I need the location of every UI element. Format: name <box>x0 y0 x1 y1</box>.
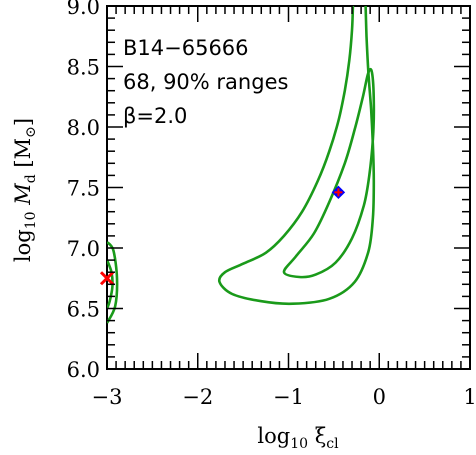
y-tick-label: 7.5 <box>67 177 100 201</box>
svg-text:log10 ξcl: log10 ξcl <box>257 424 339 452</box>
y-tick-label: 9.0 <box>67 0 100 19</box>
y-tick-label: 8.0 <box>67 116 100 140</box>
svg-text:log10 Md [M⊙]: log10 Md [M⊙] <box>11 118 39 262</box>
x-tick-label: −2 <box>182 385 213 409</box>
contour-layer <box>107 6 376 324</box>
plot-frame <box>106 5 471 370</box>
y-tick-label: 8.5 <box>67 56 100 80</box>
contour-90pct-edge <box>107 241 119 324</box>
annotation-target-name: B14−65666 <box>123 36 249 60</box>
y-tick-label: 6.5 <box>67 298 100 322</box>
contour-68pct-edge <box>107 259 114 310</box>
x-tick-label: 1 <box>463 385 476 409</box>
marker-layer <box>99 185 346 286</box>
y-axis-label: log10 Md [M⊙] <box>11 118 39 262</box>
x-axis-label: log10 ξcl <box>257 424 339 452</box>
plot-border <box>106 5 471 370</box>
y-tick-label: 6.0 <box>67 358 100 382</box>
cross-marker-b <box>99 271 115 286</box>
x-tick-label: −1 <box>273 385 304 409</box>
x-tick-label: −3 <box>92 385 123 409</box>
y-tick-label: 7.0 <box>67 237 100 261</box>
tick-label-layer: −3 −2 −1 0 1 6.0 6.5 7.0 7.5 8.0 8.5 9.0 <box>67 0 476 409</box>
tick-layer <box>106 5 471 370</box>
annotation-ranges: 68, 90% ranges <box>123 70 288 94</box>
x-tick-label: 0 <box>373 385 386 409</box>
annotation-beta: β=2.0 <box>123 104 187 128</box>
contour-68pct <box>282 67 376 279</box>
